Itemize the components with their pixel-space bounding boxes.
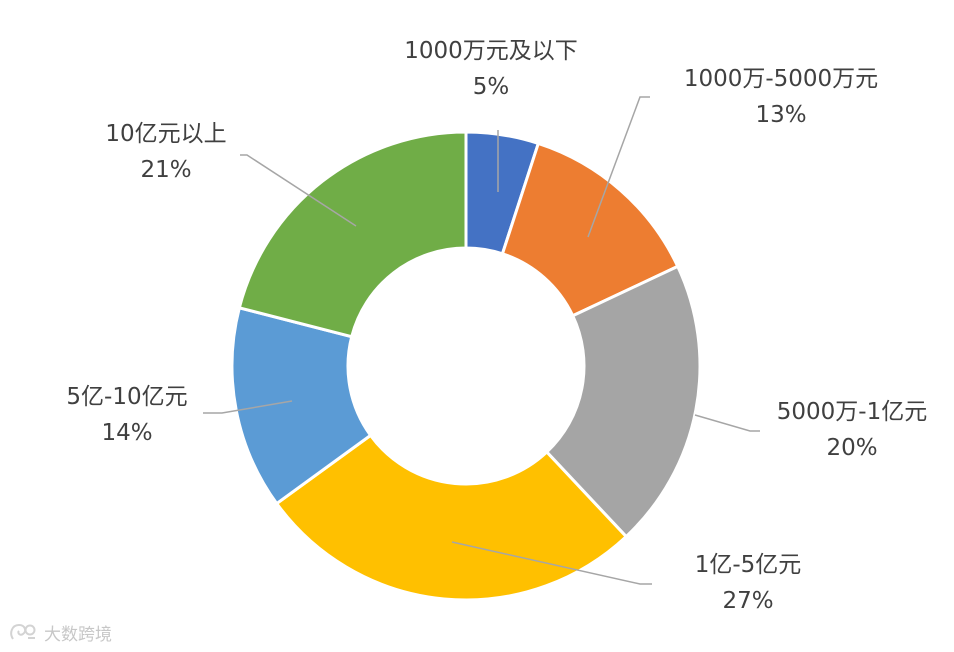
watermark: 大数跨境 xyxy=(8,620,112,645)
leader-line-6 xyxy=(240,154,357,227)
watermark-text: 大数跨境 xyxy=(44,624,112,645)
leader-line-2 xyxy=(587,96,650,238)
value-label-5: 14% xyxy=(101,420,152,446)
slice-5 xyxy=(230,305,373,506)
value-label-1: 5% xyxy=(473,74,510,100)
slice-6 xyxy=(237,130,468,339)
slice-3 xyxy=(544,264,702,539)
category-label-4: 1亿-5亿元 xyxy=(695,552,802,578)
slice-4 xyxy=(274,433,629,602)
watermark-logo-icon xyxy=(10,623,36,640)
leader-line-3 xyxy=(694,414,760,432)
value-label-4: 27% xyxy=(722,588,773,614)
category-label-5: 5亿-10亿元 xyxy=(66,384,187,410)
leader-line-4 xyxy=(451,541,652,585)
leader-line-5 xyxy=(203,400,293,414)
value-label-6: 21% xyxy=(140,157,191,183)
labels-group: 1000万元及以下 5% 1000万-5000万元 13% 5000万-1亿元 20% 1亿… xyxy=(66,38,927,614)
value-label-2: 13% xyxy=(755,102,806,128)
slices-group xyxy=(230,130,702,602)
category-label-3: 5000万-1亿元 xyxy=(777,399,927,425)
category-label-1: 1000万元及以下 xyxy=(404,38,578,64)
category-label-2: 1000万-5000万元 xyxy=(684,66,878,92)
category-label-6: 10亿元以上 xyxy=(105,121,226,147)
leader-lines-group xyxy=(203,96,760,585)
value-label-3: 20% xyxy=(826,435,877,461)
